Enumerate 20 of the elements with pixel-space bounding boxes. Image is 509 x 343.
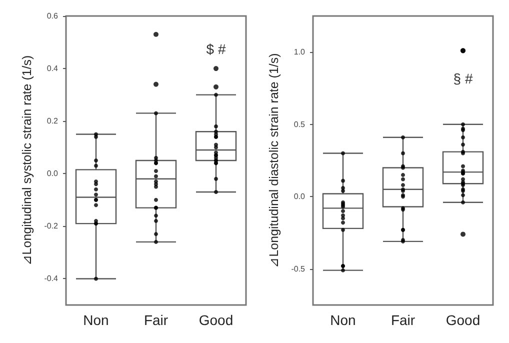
x-tick-label: Good <box>446 312 480 328</box>
y-tick-label: 0.2 <box>46 116 59 126</box>
y-tick-label: -0.2 <box>44 222 59 231</box>
x-tick-label: Non <box>83 312 109 328</box>
y-tick-label: 1.0 <box>294 48 306 57</box>
annotation: $ # <box>206 40 226 57</box>
x-tick-label: Good <box>198 312 234 328</box>
x-tick-label: Fair <box>390 312 416 328</box>
y-tick-label: 0.5 <box>294 120 306 129</box>
y-axis-title: ⊿Longitudinal diastolic strain rate (1/s) <box>266 53 281 268</box>
y-tick-label: -0.4 <box>44 274 59 284</box>
y-tick-label: 0.0 <box>294 192 306 202</box>
y-tick-label: 0.0 <box>46 169 59 178</box>
x-tick-label: Fair <box>144 312 168 328</box>
x-tick-label: Non <box>330 312 356 328</box>
y-tick-label: 0.4 <box>46 64 59 74</box>
annotation: § # <box>453 70 473 86</box>
y-tick-label: 0.6 <box>46 12 59 20</box>
y-axis-title: ⊿Longitudinal systolic strain rate (1/s) <box>20 55 34 266</box>
y-tick-label: -0.5 <box>291 264 306 274</box>
